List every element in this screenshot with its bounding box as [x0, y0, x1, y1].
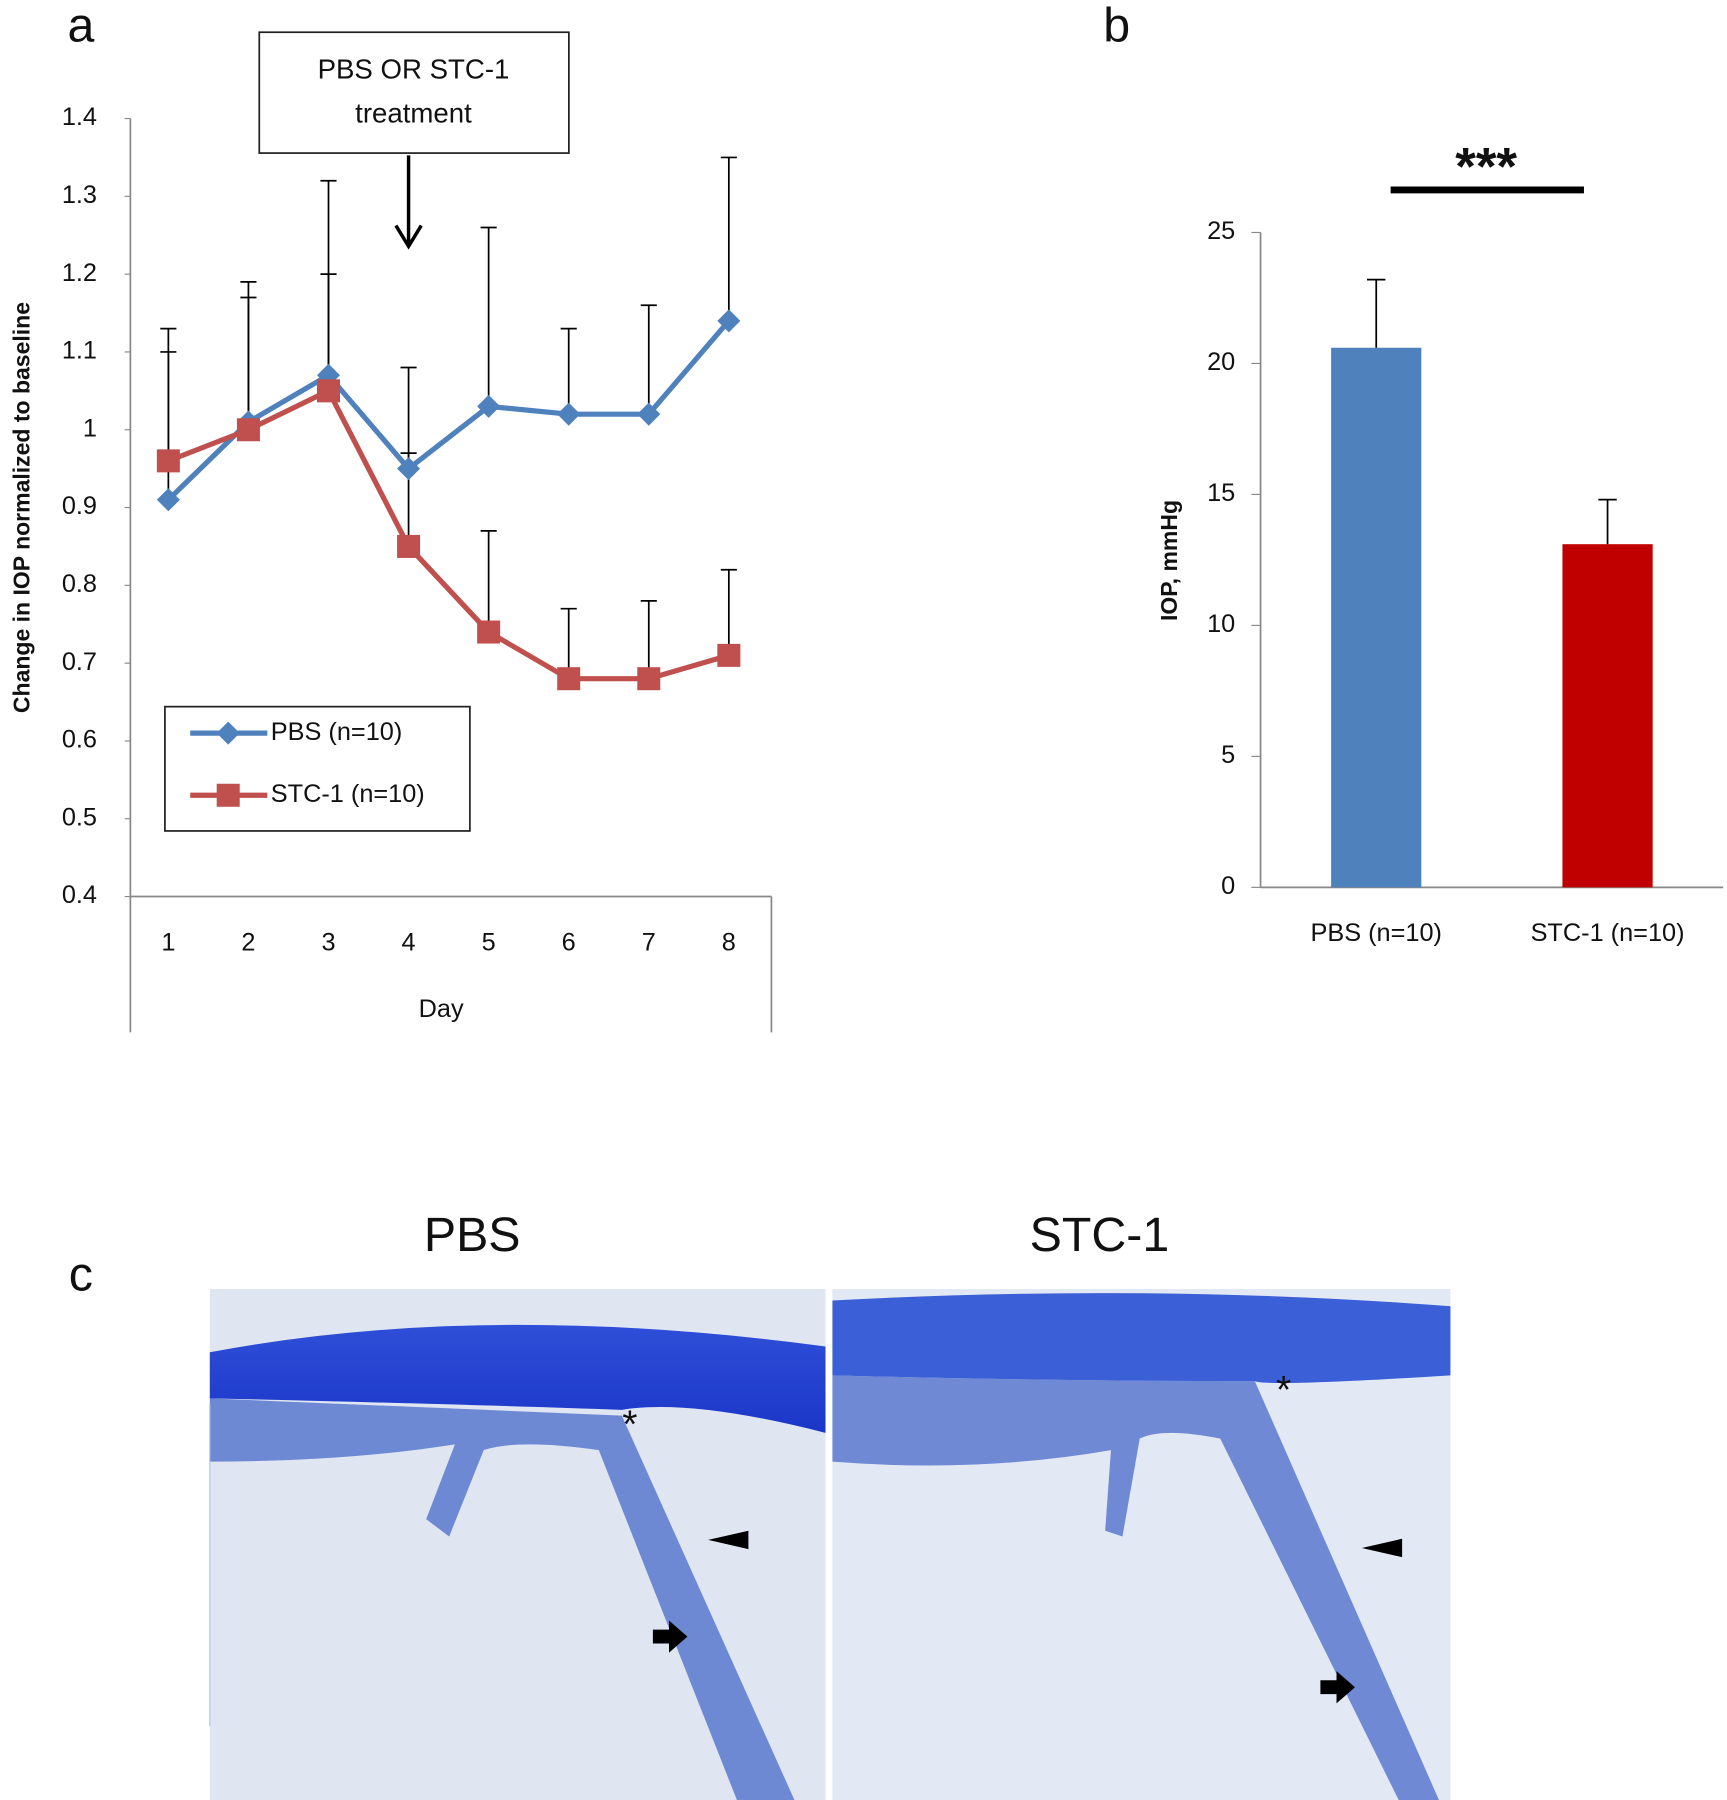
y-tick-label: 0.6	[62, 726, 97, 754]
annotation-arrowhead	[394, 224, 423, 250]
point	[236, 418, 260, 442]
y-tick-label: 1.4	[62, 103, 97, 131]
x-tick-label: 3	[321, 928, 335, 956]
y-tick-label: 10	[1207, 610, 1235, 638]
annotation-text: treatment	[355, 97, 472, 128]
y-tick-label: 0.9	[62, 492, 97, 520]
y-tick-label: 0.5	[62, 803, 97, 831]
image-title: STC-1	[1030, 1208, 1170, 1262]
micrograph-pbs	[209, 1289, 826, 1800]
y-tick-label: 1	[83, 414, 97, 442]
image-marker: *	[622, 1403, 637, 1446]
x-tick-label: 1	[161, 928, 175, 956]
y-tick-label: 25	[1207, 217, 1235, 245]
y-tick-label: 0.7	[62, 648, 97, 676]
image-marker: *	[1276, 1369, 1291, 1412]
point	[156, 488, 180, 512]
legend-marker	[216, 721, 240, 745]
bar	[1562, 544, 1653, 888]
y-tick-label: 1.1	[62, 337, 97, 365]
point	[156, 449, 180, 473]
point	[316, 379, 341, 403]
x-tick-label: 2	[241, 928, 255, 956]
y-tick-label: 15	[1207, 479, 1235, 507]
x-tick-label: 5	[482, 928, 496, 956]
annotation-box	[258, 31, 570, 154]
point	[477, 620, 501, 644]
point	[397, 534, 421, 558]
x-tick-label: STC-1 (n=10)	[1531, 919, 1685, 947]
legend	[164, 705, 471, 832]
point	[557, 402, 581, 426]
point	[717, 643, 741, 667]
x-tick-label: 4	[402, 928, 416, 956]
y-tick-label: 20	[1207, 348, 1235, 376]
y-tick-label: 0.8	[62, 570, 97, 598]
point	[397, 457, 421, 481]
y-axis-title: IOP, mmHg	[1156, 500, 1182, 621]
series-line	[166, 319, 731, 502]
x-tick-label: 8	[722, 928, 736, 956]
y-tick-label: 1.2	[62, 259, 97, 287]
y-tick-label: 0.4	[62, 881, 97, 909]
legend-label: PBS (n=10)	[271, 718, 402, 746]
panel-label: b	[1103, 0, 1130, 53]
significance-label: ***	[1455, 137, 1517, 196]
point	[477, 394, 501, 418]
x-tick-label: 6	[562, 928, 576, 956]
point	[717, 309, 741, 333]
y-tick-label: 0	[1221, 872, 1235, 900]
image-title: PBS	[424, 1208, 521, 1262]
series-line	[167, 387, 730, 682]
panel-label: c	[69, 1247, 93, 1301]
point	[557, 667, 581, 691]
x-tick-label: PBS (n=10)	[1310, 919, 1441, 947]
y-axis-title: Change in IOP normalized to baseline	[8, 302, 34, 713]
point	[637, 667, 661, 691]
annotation-text: PBS OR STC-1	[318, 54, 510, 85]
x-tick-label: 7	[642, 928, 656, 956]
panel-label: a	[67, 0, 94, 53]
y-tick-label: 1.3	[62, 181, 97, 209]
legend-label: STC-1 (n=10)	[271, 780, 425, 808]
bar	[1331, 347, 1422, 888]
y-tick-label: 5	[1221, 741, 1235, 769]
x-axis-title: Day	[419, 995, 464, 1023]
micrograph-stc1	[832, 1289, 1451, 1800]
legend-marker	[216, 783, 240, 807]
